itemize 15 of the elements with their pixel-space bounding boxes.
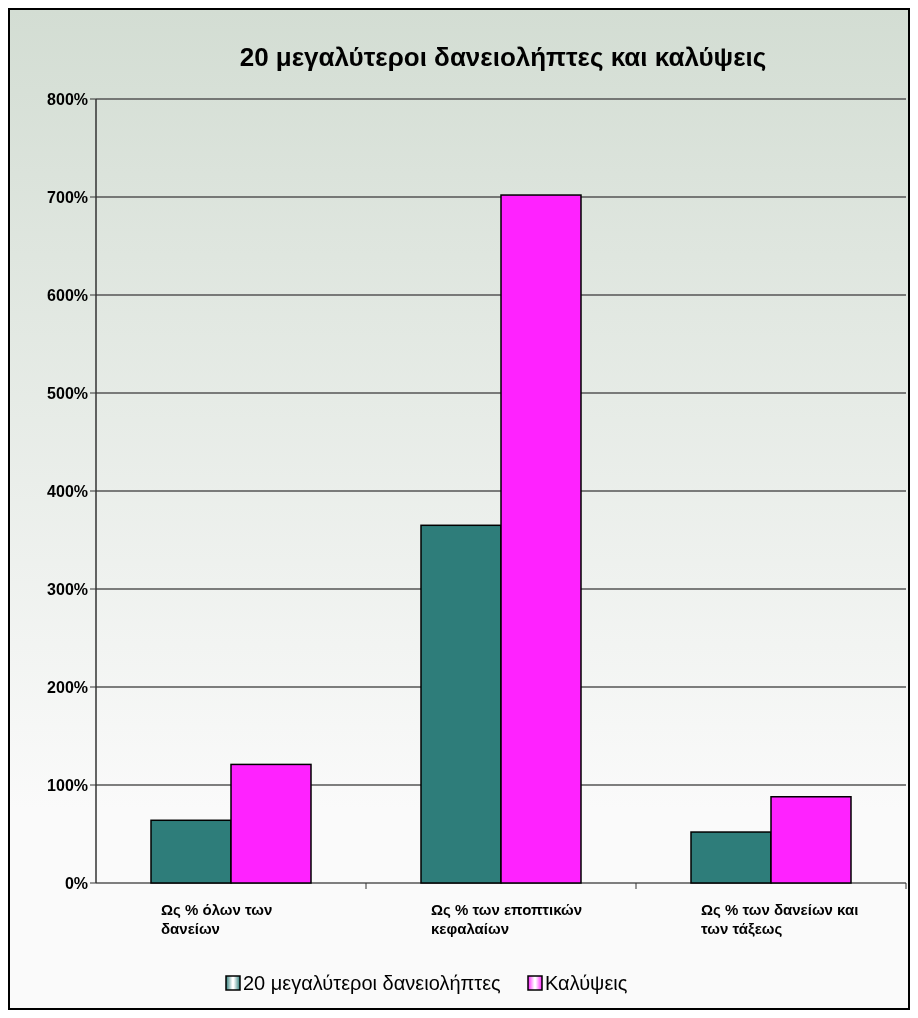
y-tick-label: 700% (47, 188, 88, 206)
chart-title: 20 μεγαλύτεροι δανειολήπτες και καλύψεις (239, 42, 767, 72)
legend-label: 20 μεγαλύτεροι δανειολήπτες (243, 972, 502, 994)
y-tick-label: 100% (47, 776, 88, 794)
y-tick-label: 500% (47, 384, 88, 402)
legend-label: Καλύψεις (545, 972, 628, 994)
y-tick-label: 0% (64, 874, 88, 892)
y-tick-label: 400% (47, 482, 88, 500)
y-tick-label: 200% (47, 678, 88, 696)
y-tick-label: 300% (47, 580, 88, 598)
x-tick-label: Ως % των εποπτικών κεφαλαίων (431, 901, 583, 937)
y-tick-label: 800% (47, 90, 88, 108)
x-tick-label: Ως % των δανείων και των τάξεως (701, 901, 859, 937)
x-tick-label: Ως % όλων των δανείων (161, 901, 273, 937)
y-tick-label: 600% (47, 286, 88, 304)
